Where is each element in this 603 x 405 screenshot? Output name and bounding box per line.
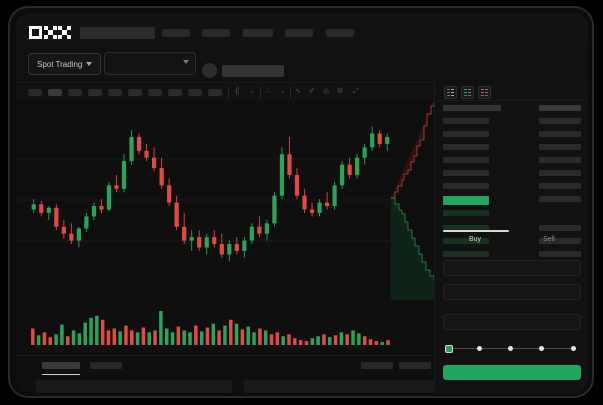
orderbook-mode-both-icon[interactable] xyxy=(444,86,457,99)
ask-row-size[interactable] xyxy=(539,170,581,176)
top-navigation-bar xyxy=(16,13,588,46)
timeframe-10[interactable] xyxy=(208,89,222,96)
coin-avatar-icon xyxy=(202,63,217,78)
order-price-field[interactable] xyxy=(443,260,581,276)
chart-type-dropdown-icon[interactable]: ⌄ xyxy=(249,88,255,95)
bid-row-size[interactable] xyxy=(539,238,581,244)
timeframe-1[interactable] xyxy=(28,89,42,96)
timeframe-6[interactable] xyxy=(128,89,142,96)
orderbook-and-orderform: Buy Sell xyxy=(434,82,588,393)
bid-row-price[interactable] xyxy=(443,225,489,231)
bottom-tab-2[interactable] xyxy=(90,362,122,369)
ask-row-size[interactable] xyxy=(539,157,581,163)
orderbook-rows[interactable] xyxy=(435,100,588,225)
timeframe-5[interactable] xyxy=(108,89,122,96)
candlestick-svg xyxy=(16,126,391,262)
ask-row-price[interactable] xyxy=(443,131,489,137)
settings-gear-icon[interactable]: ⚙ xyxy=(337,88,344,95)
bottom-tab-1[interactable] xyxy=(42,362,80,369)
trading-mode-selector[interactable]: Spot Trading xyxy=(28,53,102,75)
order-total-field[interactable] xyxy=(443,314,581,330)
bid-row-size[interactable] xyxy=(539,251,581,257)
toolbar-divider xyxy=(260,87,261,98)
active-tab-indicator xyxy=(42,374,80,375)
ask-row-size[interactable] xyxy=(539,144,581,150)
ask-row-price[interactable] xyxy=(443,118,489,124)
timeframe-2[interactable] xyxy=(48,89,62,96)
bid-row-size[interactable] xyxy=(539,225,581,231)
timeframe-4[interactable] xyxy=(88,89,102,96)
app-screen: Spot Trading ╣ ⌄ ∴ ⌄ xyxy=(16,13,588,393)
orderbook-column-header-left xyxy=(443,105,501,111)
timeframe-3[interactable] xyxy=(68,89,82,96)
bid-row-price[interactable] xyxy=(443,251,489,257)
orderbook-best-size xyxy=(539,196,581,202)
camera-icon[interactable]: ◎ xyxy=(323,88,330,95)
active-side-indicator xyxy=(443,230,509,232)
line-chart-icon[interactable]: ∿ xyxy=(295,88,301,95)
chevron-down-icon xyxy=(183,60,189,64)
slider-stop-100[interactable] xyxy=(571,346,576,351)
ask-row-price[interactable] xyxy=(443,144,489,150)
orderbook-header xyxy=(435,82,588,101)
order-amount-field[interactable] xyxy=(443,284,581,300)
ask-row-price[interactable] xyxy=(443,183,489,189)
ask-row-price[interactable] xyxy=(443,157,489,163)
nav-item-1[interactable] xyxy=(162,29,190,37)
slider-stop-50[interactable] xyxy=(508,346,513,351)
drawing-pencil-icon[interactable]: ✐ xyxy=(309,88,315,95)
order-amount-slider[interactable] xyxy=(445,345,579,353)
nav-item-3[interactable] xyxy=(243,29,273,37)
bottom-action-1[interactable] xyxy=(361,362,393,369)
slider-handle[interactable] xyxy=(445,345,453,353)
instrument-bar: Spot Trading xyxy=(16,46,588,82)
toolbar-divider xyxy=(228,87,229,98)
device-frame: Spot Trading ╣ ⌄ ∴ ⌄ xyxy=(8,6,594,398)
bottom-block-left xyxy=(36,380,232,393)
chevron-down-icon xyxy=(86,62,93,66)
pair-name-placeholder xyxy=(222,65,284,77)
bid-row-price[interactable] xyxy=(443,238,489,244)
timeframe-8[interactable] xyxy=(168,89,182,96)
toolbar-divider xyxy=(290,87,291,98)
bottom-block-right xyxy=(244,380,434,393)
orderbook-mode-buy-icon[interactable] xyxy=(461,86,474,99)
order-side-tabs: Buy Sell xyxy=(435,230,588,250)
nav-item-2[interactable] xyxy=(202,29,230,37)
candlestick-chart[interactable] xyxy=(16,100,434,300)
bid-row-price[interactable] xyxy=(443,210,489,216)
timeframe-7[interactable] xyxy=(148,89,162,96)
orderbook-column-header-right xyxy=(539,105,581,111)
slider-stop-75[interactable] xyxy=(539,346,544,351)
indicators-dropdown-icon[interactable]: ⌄ xyxy=(280,88,286,95)
tab-sell[interactable]: Sell xyxy=(543,236,555,243)
tab-buy[interactable]: Buy xyxy=(468,236,482,243)
nav-item-5[interactable] xyxy=(326,29,354,37)
market-depth-overlay xyxy=(391,100,435,300)
chart-type-icon[interactable]: ╣ xyxy=(235,88,240,95)
volume-histogram xyxy=(16,300,434,355)
ask-row-size[interactable] xyxy=(539,131,581,137)
okx-logo-icon[interactable] xyxy=(29,26,71,39)
orderbook-mode-sell-icon[interactable] xyxy=(478,86,491,99)
orders-panel xyxy=(16,355,434,393)
pair-selector-dropdown[interactable] xyxy=(104,52,196,75)
trading-mode-label: Spot Trading xyxy=(37,59,83,69)
timeframe-9[interactable] xyxy=(188,89,202,96)
bottom-action-2[interactable] xyxy=(399,362,431,369)
submit-order-button[interactable] xyxy=(443,365,581,380)
fullscreen-icon[interactable]: ⤢ xyxy=(353,88,359,95)
ask-row-size[interactable] xyxy=(539,183,581,189)
nav-item-4[interactable] xyxy=(285,29,313,37)
orderbook-best-price xyxy=(443,196,489,205)
ask-row-size[interactable] xyxy=(539,118,581,124)
slider-stop-25[interactable] xyxy=(477,346,482,351)
ask-row-price[interactable] xyxy=(443,170,489,176)
page-title-placeholder xyxy=(80,27,155,39)
indicators-icon[interactable]: ∴ xyxy=(266,88,271,95)
